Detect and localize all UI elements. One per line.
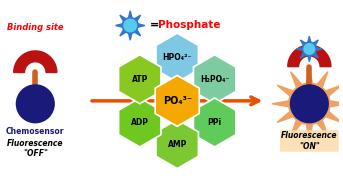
Text: AMP: AMP <box>167 140 187 149</box>
Text: ADP: ADP <box>131 118 149 127</box>
Polygon shape <box>308 56 311 62</box>
Polygon shape <box>277 111 293 122</box>
Polygon shape <box>308 36 311 42</box>
Polygon shape <box>288 45 331 67</box>
Polygon shape <box>291 120 302 136</box>
Polygon shape <box>156 33 198 82</box>
Text: PO₄³⁻: PO₄³⁻ <box>163 96 192 106</box>
Polygon shape <box>155 75 199 126</box>
Polygon shape <box>297 47 303 50</box>
Polygon shape <box>138 24 145 27</box>
Polygon shape <box>317 72 328 88</box>
Polygon shape <box>326 111 342 122</box>
Circle shape <box>289 83 330 124</box>
Polygon shape <box>134 15 141 21</box>
Polygon shape <box>129 33 132 40</box>
Text: Fluorescence
"ON": Fluorescence "ON" <box>281 131 338 151</box>
Polygon shape <box>272 101 289 107</box>
Circle shape <box>16 84 55 123</box>
Polygon shape <box>120 15 126 21</box>
Polygon shape <box>313 53 318 58</box>
Text: Fluorescence
"OFF": Fluorescence "OFF" <box>7 139 63 158</box>
Polygon shape <box>116 24 122 27</box>
Polygon shape <box>330 101 343 107</box>
Circle shape <box>290 84 329 123</box>
Polygon shape <box>156 120 198 169</box>
Polygon shape <box>300 53 306 58</box>
Text: Phosphate: Phosphate <box>158 19 220 29</box>
Polygon shape <box>306 67 312 84</box>
Polygon shape <box>316 47 322 50</box>
Polygon shape <box>120 30 126 36</box>
Polygon shape <box>313 40 318 45</box>
Polygon shape <box>291 72 302 88</box>
Text: H₂PO₄⁻: H₂PO₄⁻ <box>200 75 229 84</box>
Circle shape <box>122 18 138 33</box>
Text: =: = <box>150 19 159 29</box>
Polygon shape <box>134 30 141 36</box>
Polygon shape <box>317 120 328 136</box>
Polygon shape <box>129 11 132 18</box>
Polygon shape <box>14 51 57 72</box>
Text: ATP: ATP <box>132 75 148 84</box>
Polygon shape <box>326 85 342 96</box>
Text: PPi: PPi <box>208 118 222 127</box>
Polygon shape <box>306 124 312 141</box>
Text: Binding site: Binding site <box>7 23 63 32</box>
Text: Chemosensor: Chemosensor <box>6 127 64 136</box>
Circle shape <box>303 42 316 56</box>
Polygon shape <box>193 55 236 104</box>
Polygon shape <box>277 85 293 96</box>
Polygon shape <box>119 98 161 147</box>
Polygon shape <box>193 98 236 147</box>
Polygon shape <box>119 55 161 104</box>
Text: HPO₄²⁻: HPO₄²⁻ <box>163 53 192 62</box>
Polygon shape <box>300 40 306 45</box>
